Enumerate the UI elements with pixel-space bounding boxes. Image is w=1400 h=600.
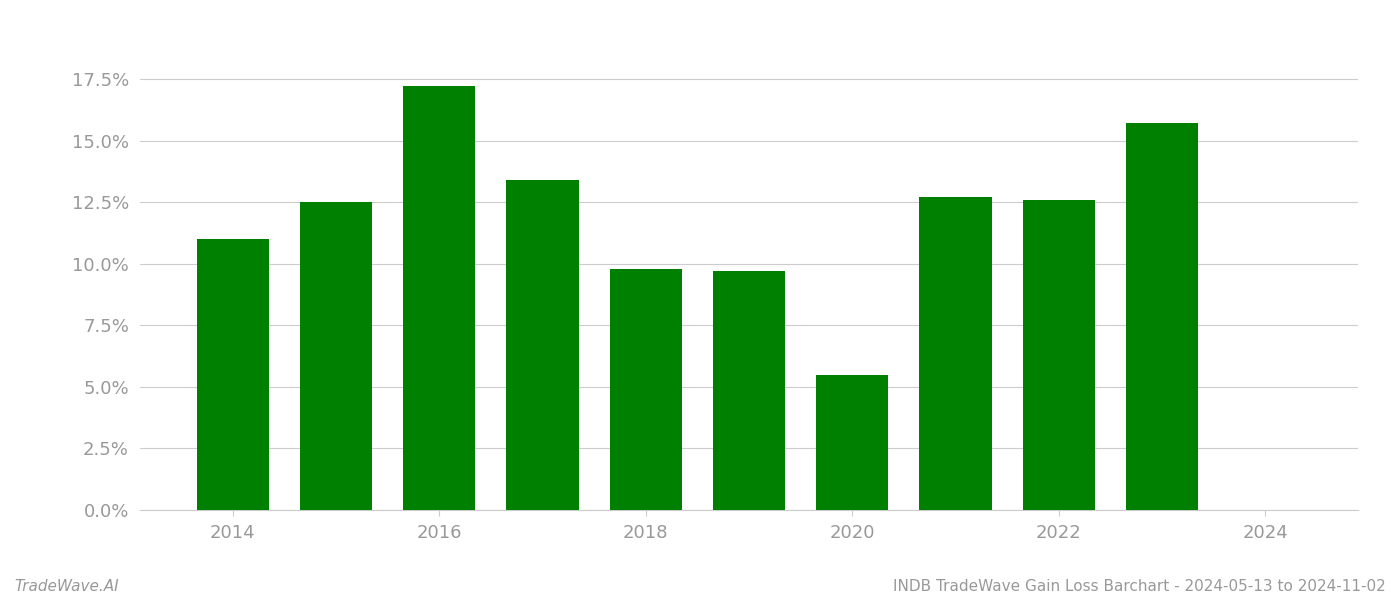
Bar (1022, 200, 1095, 510)
Bar (507, 180, 578, 510)
Bar (920, 197, 991, 510)
Bar (300, 202, 372, 510)
Bar (403, 86, 476, 510)
Text: INDB TradeWave Gain Loss Barchart - 2024-05-13 to 2024-11-02: INDB TradeWave Gain Loss Barchart - 2024… (893, 579, 1386, 594)
Bar (1126, 123, 1198, 510)
Bar (609, 269, 682, 510)
Bar (197, 239, 269, 510)
Text: TradeWave.AI: TradeWave.AI (14, 579, 119, 594)
Bar (816, 374, 889, 510)
Bar (713, 271, 785, 510)
